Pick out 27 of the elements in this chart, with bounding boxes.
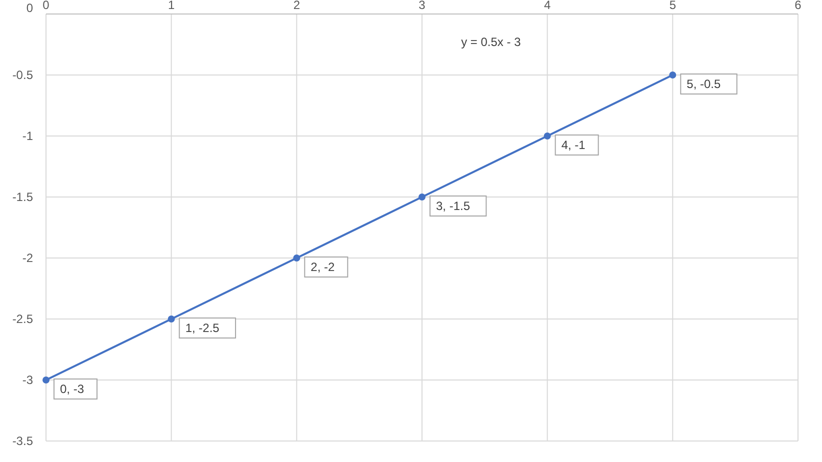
data-label: 4, -1 <box>561 138 586 152</box>
x-tick-label: 1 <box>168 0 175 12</box>
data-label: 2, -2 <box>310 260 336 274</box>
y-tick-label: -2 <box>22 251 34 265</box>
x-tick-label: 2 <box>293 0 300 12</box>
y-tick-label: -1 <box>22 129 34 143</box>
point <box>669 72 676 78</box>
y-tick-label: -3.5 <box>12 434 34 448</box>
point <box>168 316 175 322</box>
point <box>418 194 426 200</box>
x-tick-label: 6 <box>794 0 802 12</box>
x-tick-label: 0 <box>42 0 50 12</box>
x-tick-label: 4 <box>544 0 551 12</box>
data-label: 0, -3 <box>60 382 84 396</box>
y-tick-label: -1.5 <box>12 190 34 204</box>
y-tick-label: -2.5 <box>12 312 34 326</box>
data-label: 5, -0.5 <box>686 77 722 91</box>
point <box>293 254 300 262</box>
y-tick-label: -3 <box>22 373 34 387</box>
x-tick-label: 3 <box>418 0 426 12</box>
point <box>544 132 551 140</box>
text: y = 0.5x - 3 <box>461 35 522 49</box>
data-label: 1, -2.5 <box>185 321 220 335</box>
point <box>42 376 50 384</box>
data-label: 3, -1.5 <box>436 199 470 213</box>
x-tick-label: 5 <box>669 0 676 12</box>
y-tick-label: -0.5 <box>12 68 34 82</box>
